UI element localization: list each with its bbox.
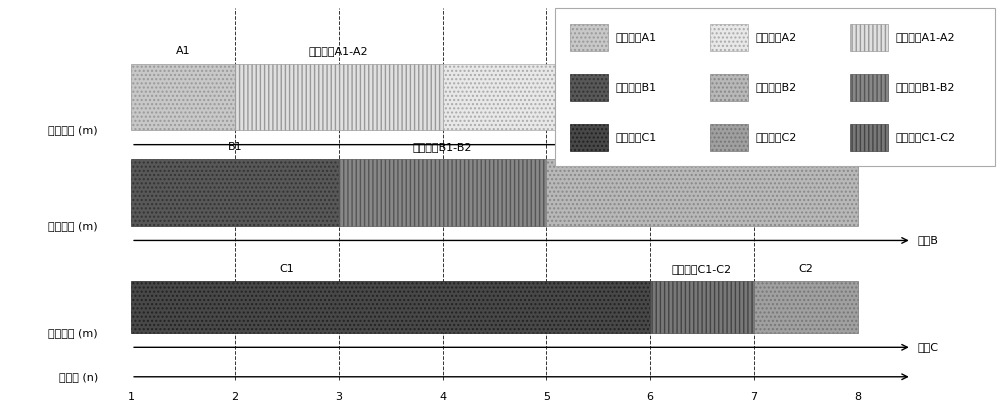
Text: 操作模式B2: 操作模式B2	[755, 82, 796, 92]
Text: 操作模式C1: 操作模式C1	[615, 132, 656, 142]
Bar	[443, 64, 858, 130]
Bar	[131, 281, 650, 332]
Text: 操作模式C2: 操作模式C2	[755, 132, 796, 142]
Text: A1: A1	[176, 46, 190, 56]
Bar	[235, 64, 443, 130]
Text: 3: 3	[335, 391, 342, 401]
Text: 5: 5	[543, 391, 550, 401]
Text: C1: C1	[279, 264, 294, 274]
Text: B2: B2	[695, 142, 709, 152]
Text: 1: 1	[128, 391, 135, 401]
Text: 8: 8	[854, 391, 861, 401]
Text: 2: 2	[231, 391, 238, 401]
Bar	[754, 281, 858, 332]
Text: A2: A2	[643, 46, 658, 56]
Text: 过渡过程A1-A2: 过渡过程A1-A2	[895, 32, 955, 42]
Text: C2: C2	[798, 264, 813, 274]
Bar	[131, 159, 339, 226]
Text: 装置A: 装置A	[918, 140, 939, 150]
Text: 装置B: 装置B	[918, 235, 939, 245]
Text: 操作模式A1: 操作模式A1	[615, 32, 656, 42]
Bar	[650, 281, 754, 332]
Text: 事件点 (n): 事件点 (n)	[59, 372, 98, 382]
Text: 过渡过程B1-B2: 过渡过程B1-B2	[895, 82, 955, 92]
Text: 装置C: 装置C	[918, 342, 939, 352]
Text: 操作模式 (m): 操作模式 (m)	[48, 125, 98, 135]
Text: 过渡过程A1-A2: 过渡过程A1-A2	[309, 46, 369, 56]
Text: B1: B1	[228, 142, 242, 152]
Text: 操作模式A2: 操作模式A2	[755, 32, 796, 42]
Text: 操作模式B1: 操作模式B1	[615, 82, 656, 92]
Text: 7: 7	[750, 391, 757, 401]
Text: 过渡过程B1-B2: 过渡过程B1-B2	[413, 142, 472, 152]
Text: 操作模式 (m): 操作模式 (m)	[48, 327, 98, 337]
Text: 过渡过程C1-C2: 过渡过程C1-C2	[895, 132, 955, 142]
Bar	[131, 64, 235, 130]
Text: 操作模式 (m): 操作模式 (m)	[48, 221, 98, 231]
Text: 6: 6	[647, 391, 654, 401]
Bar	[546, 159, 858, 226]
Text: 4: 4	[439, 391, 446, 401]
Text: 过渡过程C1-C2: 过渡过程C1-C2	[672, 264, 732, 274]
Bar	[339, 159, 546, 226]
